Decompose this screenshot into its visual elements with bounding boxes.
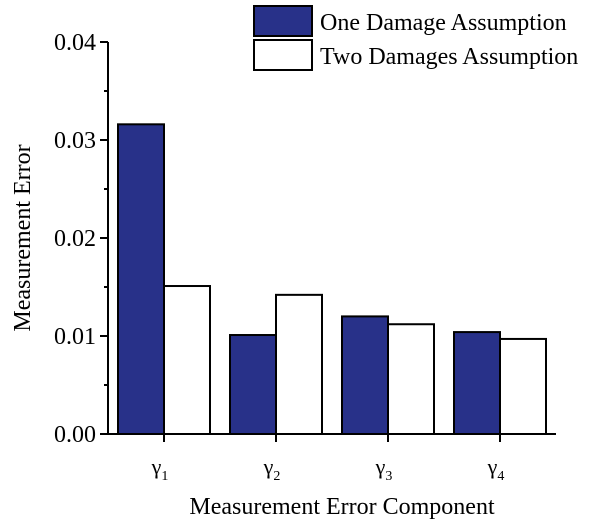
bar-one-damage-2: [229, 334, 277, 435]
x-axis-title: Measurement Error Component: [189, 494, 495, 520]
bar-one-damage-4: [453, 331, 501, 435]
legend: One Damage Assumption Two Damages Assumpt…: [253, 5, 578, 71]
y-tick-label: 0.03: [54, 128, 96, 154]
bar-one-damage-1: [117, 123, 165, 435]
bar-one-damage-3: [341, 315, 389, 435]
bar-two-damages-1: [163, 285, 211, 435]
x-tick-label: γ3: [375, 454, 393, 484]
bars-group: [117, 123, 547, 435]
y-tick-label: 0.00: [54, 422, 96, 448]
legend-swatch: [253, 5, 313, 37]
y-tick-label: 0.04: [54, 30, 96, 56]
legend-label: Two Damages Assumption: [320, 44, 578, 70]
x-tick-label: γ2: [263, 454, 281, 484]
legend-label: One Damage Assumption: [320, 10, 567, 36]
legend-swatch: [253, 39, 313, 71]
bar-two-damages-2: [275, 293, 323, 435]
y-tick-label: 0.01: [54, 324, 96, 350]
bar-two-damages-4: [499, 337, 547, 435]
y-axis-title: Measurement Error: [10, 144, 36, 331]
y-ticks-group: 0.00 0.01 0.02 0.03 0.04: [54, 30, 108, 448]
y-tick-label: 0.02: [54, 226, 96, 252]
x-tick-label: γ1: [151, 454, 169, 484]
bar-two-damages-3: [387, 323, 435, 435]
x-ticks-group: γ1 γ2 γ3 γ4: [151, 434, 505, 484]
x-tick-label: γ4: [487, 454, 505, 484]
